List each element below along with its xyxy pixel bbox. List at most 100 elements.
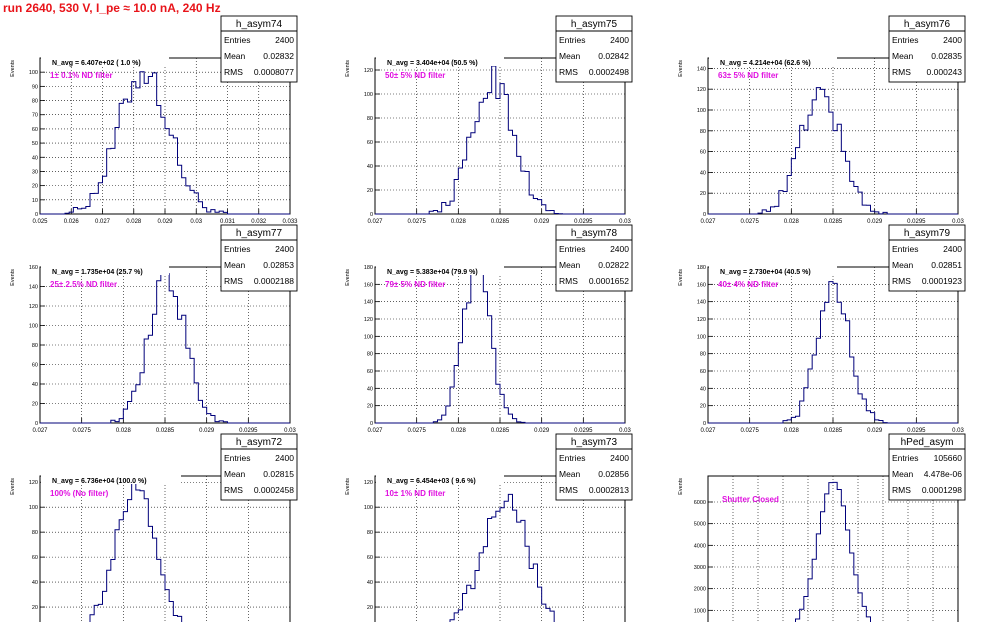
y-tick-label: 80: [367, 530, 373, 536]
x-tick-label: 0.0295: [907, 428, 926, 434]
x-tick-label: 0.03: [284, 428, 296, 434]
avg-label: N_avg = 6.407e+02 ( 1.0 %): [52, 60, 141, 67]
y-tick-label: 5000: [694, 522, 706, 528]
histogram-panel-h_asym73: 0.0270.02750.0280.02850.0290.02950.03020…: [345, 433, 633, 622]
x-tick-label: 0.0275: [740, 428, 759, 434]
x-tick-label: 0.0285: [824, 219, 843, 225]
stats-title: h_asym79: [904, 228, 951, 239]
y-tick-label: 140: [29, 285, 38, 291]
y-tick-label: 20: [367, 404, 373, 410]
x-tick-label: 0.032: [251, 219, 267, 225]
avg-label-bg: [376, 475, 504, 484]
x-tick-label: 0.027: [367, 219, 383, 225]
y-tick-label: 100: [29, 324, 38, 330]
y-tick-label: 60: [700, 369, 706, 375]
stats-key-mean: Mean: [892, 51, 914, 61]
y-tick-label: 3000: [694, 565, 706, 571]
y-tick-label: 0: [370, 212, 373, 218]
histogram-line: [795, 481, 871, 622]
y-tick-label: 20: [367, 188, 373, 194]
stats-key-mean: Mean: [559, 469, 581, 479]
histogram-panel-hPed_asym: -0.001-0.0008-0.0006-0.0004-0.000200.000…: [678, 433, 966, 622]
y-tick-label: 0: [703, 421, 706, 427]
x-tick-label: 0.03: [619, 428, 631, 434]
stats-value-mean: 4.478e-06: [924, 469, 963, 479]
stats-key-entries: Entries: [559, 244, 585, 254]
x-tick-label: 0.0275: [72, 428, 91, 434]
stats-key-rms: RMS: [559, 67, 578, 77]
y-tick-label: 20: [367, 605, 373, 611]
x-tick-label: 0.025: [32, 219, 48, 225]
y-tick-label: 60: [367, 369, 373, 375]
histogram-panel-h_asym76: 0.027 0.0275 0.028 0.0285 0.029 0.0295 0.03 0 20…: [678, 15, 966, 234]
stats-title: h_asym73: [571, 437, 618, 448]
histogram-panel-h_asym72: 0.0270.02750.0280.02850.0290.02950.03020…: [10, 433, 298, 622]
stats-title: h_asym74: [236, 19, 283, 30]
histogram-line: [708, 281, 958, 424]
avg-label-bg: [41, 475, 181, 484]
histogram-line: [375, 65, 625, 215]
x-tick-label: 0.027: [32, 428, 48, 434]
stats-key-entries: Entries: [892, 453, 918, 463]
avg-label-bg: [709, 266, 837, 275]
y-tick-label: 160: [697, 282, 706, 288]
x-tick-label: 0.03: [619, 219, 631, 225]
x-tick-label: 0.0295: [907, 219, 926, 225]
stats-value-entries: 2400: [275, 453, 294, 463]
stats-value-entries: 2400: [943, 35, 962, 45]
y-tick-label: 30: [32, 169, 38, 175]
stats-box: [888, 433, 966, 501]
stats-title: h_asym76: [904, 19, 951, 30]
y-tick-label: 60: [367, 140, 373, 146]
x-tick-label: 0.028: [451, 428, 467, 434]
run-title: run 2640, 530 V, I_pe ≈ 10.0 nA, 240 Hz: [3, 1, 221, 15]
x-tick-label: 0.028: [126, 219, 142, 225]
stats-title: h_asym77: [236, 228, 283, 239]
stats-key-mean: Mean: [224, 469, 246, 479]
y-tick-label: 40: [367, 580, 373, 586]
y-tick-label: 20: [32, 184, 38, 190]
stats-value-entries: 105660: [934, 453, 963, 463]
stats-value-mean: 0.02822: [598, 260, 629, 270]
x-tick-label: 0.03: [952, 428, 964, 434]
y-tick-label: 0: [370, 421, 373, 427]
x-tick-label: 0.029: [534, 428, 550, 434]
y-tick-label: 100: [364, 334, 373, 340]
y-tick-label: 80: [32, 99, 38, 105]
x-tick-label: 0.031: [220, 219, 236, 225]
stats-value-rms: 0.0008077: [254, 67, 294, 77]
stats-value-mean: 0.02835: [931, 51, 962, 61]
y-tick-label: 0: [703, 212, 706, 218]
y-tick-label: 0: [35, 421, 38, 427]
x-tick-label: 0.027: [95, 219, 111, 225]
avg-label-bg: [709, 57, 837, 66]
x-tick-label: 0.0275: [740, 219, 759, 225]
stats-key-entries: Entries: [224, 244, 250, 254]
stats-value-mean: 0.02853: [263, 260, 294, 270]
stats-value-mean: 0.02851: [931, 260, 962, 270]
y-tick-label: 6000: [694, 500, 706, 506]
histogram-line: [708, 87, 958, 215]
filter-annotation: 25± 2.5% ND filter: [50, 280, 117, 289]
y-tick-label: 40: [367, 164, 373, 170]
y-tick-label: 40: [367, 386, 373, 392]
avg-label-bg: [41, 57, 169, 66]
stats-value-rms: 0.0002458: [254, 485, 294, 495]
histogram-line: [375, 266, 625, 424]
x-tick-label: 0.0295: [239, 428, 258, 434]
x-tick-label: 0.03: [952, 219, 964, 225]
y-tick-label: 40: [700, 386, 706, 392]
x-tick-label: 0.027: [367, 428, 383, 434]
stats-title: h_asym78: [571, 228, 618, 239]
stats-title: h_asym72: [236, 437, 283, 448]
x-tick-label: 0.0285: [156, 428, 175, 434]
y-tick-label: 140: [697, 66, 706, 72]
y-tick-label: 80: [700, 352, 706, 358]
stats-value-rms: 0.0002498: [589, 67, 629, 77]
y-tick-label: 90: [32, 84, 38, 90]
stats-value-entries: 2400: [943, 244, 962, 254]
filter-annotation: 40± 4% ND filter: [718, 280, 778, 289]
y-tick-label: 140: [364, 300, 373, 306]
x-tick-label: 0.028: [784, 219, 800, 225]
stats-key-rms: RMS: [892, 67, 911, 77]
